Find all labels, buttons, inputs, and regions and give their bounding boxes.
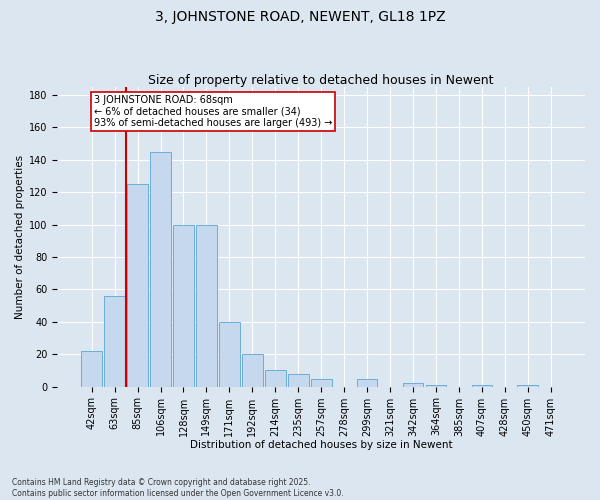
Bar (127, 184, 148, 386)
Bar (150, 152, 171, 386)
Bar (517, 385, 538, 386)
Bar (288, 374, 308, 386)
Bar (265, 370, 286, 386)
Text: Contains HM Land Registry data © Crown copyright and database right 2025.
Contai: Contains HM Land Registry data © Crown c… (12, 478, 344, 498)
Text: 3 JOHNSTONE ROAD: 68sqm
← 6% of detached houses are smaller (34)
93% of semi-det: 3 JOHNSTONE ROAD: 68sqm ← 6% of detached… (94, 95, 332, 128)
Text: 3, JOHNSTONE ROAD, NEWENT, GL18 1PZ: 3, JOHNSTONE ROAD, NEWENT, GL18 1PZ (155, 10, 445, 24)
Y-axis label: Number of detached properties: Number of detached properties (15, 154, 25, 319)
Bar (82, 351, 102, 386)
Bar (311, 378, 332, 386)
Bar (403, 384, 424, 386)
Bar (357, 378, 377, 386)
Bar (104, 296, 125, 386)
Bar (219, 322, 240, 386)
Bar (472, 385, 492, 386)
Title: Size of property relative to detached houses in Newent: Size of property relative to detached ho… (148, 74, 494, 87)
X-axis label: Distribution of detached houses by size in Newent: Distribution of detached houses by size … (190, 440, 452, 450)
Bar (425, 385, 446, 386)
Bar (173, 224, 194, 386)
Bar (196, 224, 217, 386)
Bar (242, 354, 263, 386)
